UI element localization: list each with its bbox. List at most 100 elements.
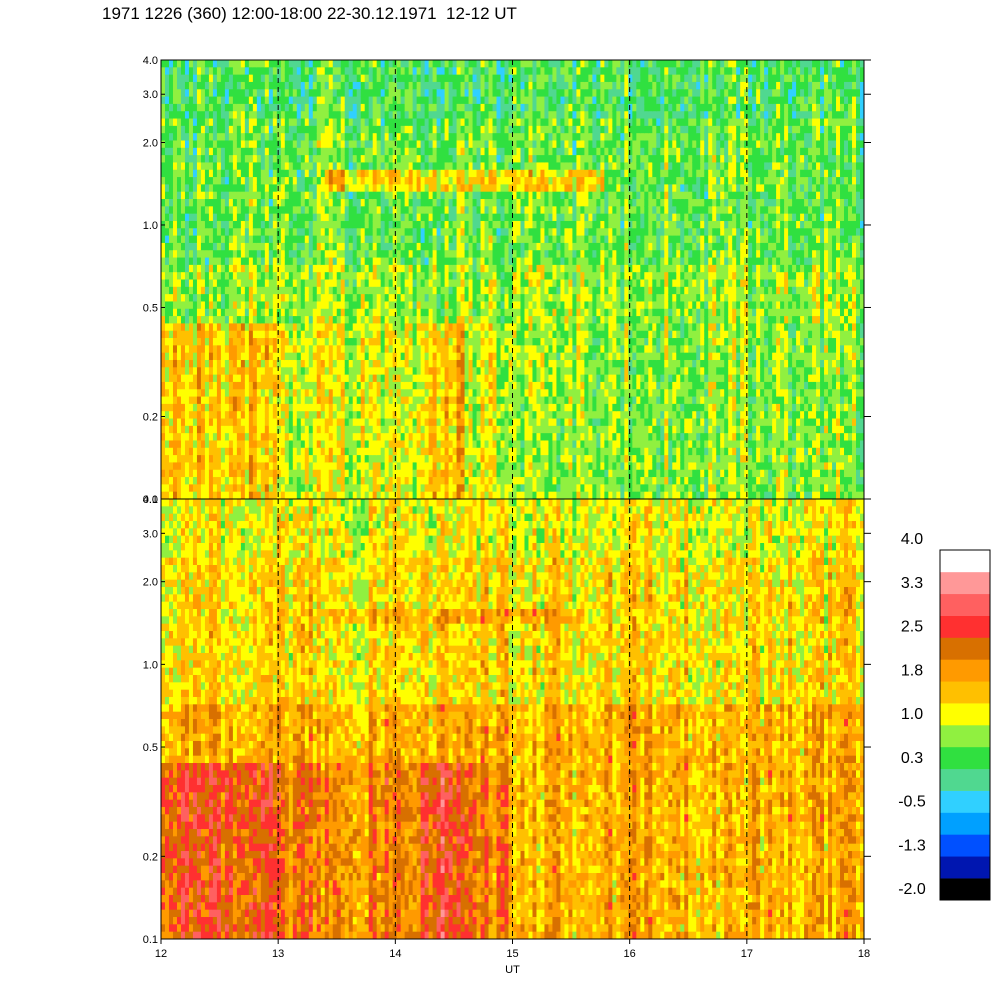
- heatmap-cell: [376, 403, 382, 412]
- heatmap-cell: [196, 111, 202, 120]
- heatmap-cell: [161, 308, 166, 317]
- heatmap-cell: [432, 411, 438, 420]
- heatmap-cell: [404, 184, 410, 193]
- heatmap-cell: [256, 177, 262, 185]
- heatmap-cell: [264, 447, 270, 456]
- heatmap-cell: [280, 389, 286, 398]
- heatmap-cell: [392, 81, 398, 90]
- heatmap-cell: [292, 316, 298, 324]
- heatmap-cell: [240, 455, 246, 464]
- heatmap-cell: [244, 389, 250, 398]
- heatmap-cell: [488, 484, 494, 493]
- heatmap-cell: [316, 440, 322, 449]
- heatmap-cell: [228, 381, 234, 390]
- heatmap-cell: [204, 381, 210, 390]
- heatmap-cell: [200, 338, 206, 346]
- heatmap-cell: [280, 272, 286, 281]
- heatmap-cell: [176, 60, 182, 68]
- heatmap-cell: [416, 447, 422, 456]
- heatmap-cell: [216, 367, 222, 376]
- heatmap-cell: [296, 381, 302, 390]
- heatmap-cell: [300, 418, 306, 427]
- heatmap-cell: [336, 425, 342, 434]
- heatmap-cell: [396, 89, 402, 98]
- heatmap-cell: [232, 279, 238, 288]
- heatmap-cell: [428, 477, 434, 485]
- heatmap-cell: [484, 411, 490, 420]
- heatmap-cell: [416, 352, 422, 361]
- heatmap-cell: [220, 418, 226, 427]
- heatmap-cell: [488, 242, 494, 251]
- heatmap-cell: [336, 323, 342, 332]
- heatmap-cell: [340, 133, 346, 142]
- heatmap-cell: [420, 462, 426, 471]
- heatmap-cell: [224, 352, 230, 361]
- heatmap-cell: [216, 133, 222, 142]
- heatmap-cell: [240, 286, 246, 295]
- heatmap-cell: [396, 169, 402, 178]
- heatmap-cell: [392, 206, 398, 215]
- heatmap-cell: [208, 206, 214, 215]
- heatmap-cell: [276, 352, 282, 361]
- heatmap-cell: [428, 147, 434, 156]
- heatmap-cell: [432, 469, 438, 478]
- heatmap-cell: [161, 184, 166, 193]
- heatmap-cell: [480, 162, 486, 171]
- heatmap-cell: [472, 191, 478, 200]
- heatmap-cell: [304, 396, 310, 405]
- heatmap-cell: [480, 477, 486, 485]
- heatmap-cell: [344, 118, 350, 127]
- heatmap-cell: [360, 264, 366, 273]
- heatmap-cell: [364, 133, 370, 142]
- heatmap-cell: [368, 250, 374, 259]
- heatmap-cell: [332, 411, 338, 420]
- heatmap-cell: [404, 191, 410, 200]
- heatmap-cell: [276, 220, 282, 229]
- heatmap-cell: [368, 330, 374, 339]
- heatmap-cell: [224, 330, 230, 339]
- heatmap-cell: [180, 367, 186, 376]
- heatmap-cell: [212, 155, 218, 164]
- heatmap-cell: [464, 140, 470, 149]
- heatmap-cell: [192, 250, 198, 259]
- heatmap-cell: [376, 213, 382, 222]
- heatmap-cell: [352, 381, 358, 390]
- heatmap-cell: [212, 403, 218, 412]
- heatmap-cell: [260, 162, 266, 171]
- heatmap-cell: [464, 491, 470, 499]
- heatmap-cell: [296, 162, 302, 171]
- heatmap-cell: [456, 381, 462, 390]
- heatmap-cell: [400, 242, 406, 251]
- heatmap-cell: [292, 272, 298, 281]
- heatmap-cell: [172, 155, 178, 164]
- heatmap-cell: [332, 177, 338, 185]
- heatmap-cell: [216, 155, 222, 164]
- heatmap-cell: [240, 316, 246, 324]
- heatmap-cell: [240, 118, 246, 127]
- heatmap-cell: [352, 125, 358, 134]
- heatmap-cell: [468, 220, 474, 229]
- heatmap-cell: [316, 455, 322, 464]
- heatmap-cell: [296, 125, 302, 134]
- heatmap-cell: [456, 81, 462, 90]
- heatmap-cell: [444, 184, 450, 193]
- heatmap-cell: [476, 352, 482, 361]
- heatmap-cell: [304, 74, 310, 83]
- heatmap-cell: [384, 433, 390, 442]
- heatmap-cell: [256, 155, 262, 164]
- heatmap-cell: [448, 389, 454, 398]
- heatmap-cell: [296, 462, 302, 471]
- heatmap-cell: [456, 184, 462, 193]
- heatmap-cell: [164, 433, 170, 442]
- heatmap-cell: [444, 140, 450, 149]
- heatmap-cell: [296, 477, 302, 485]
- heatmap-cell: [180, 279, 186, 288]
- heatmap-cell: [188, 301, 194, 310]
- heatmap-cell: [344, 301, 350, 310]
- heatmap-cell: [244, 147, 250, 156]
- heatmap-cell: [344, 462, 350, 471]
- heatmap-cell: [192, 213, 198, 222]
- heatmap-cell: [404, 147, 410, 156]
- heatmap-cell: [464, 352, 470, 361]
- heatmap-cell: [408, 257, 414, 266]
